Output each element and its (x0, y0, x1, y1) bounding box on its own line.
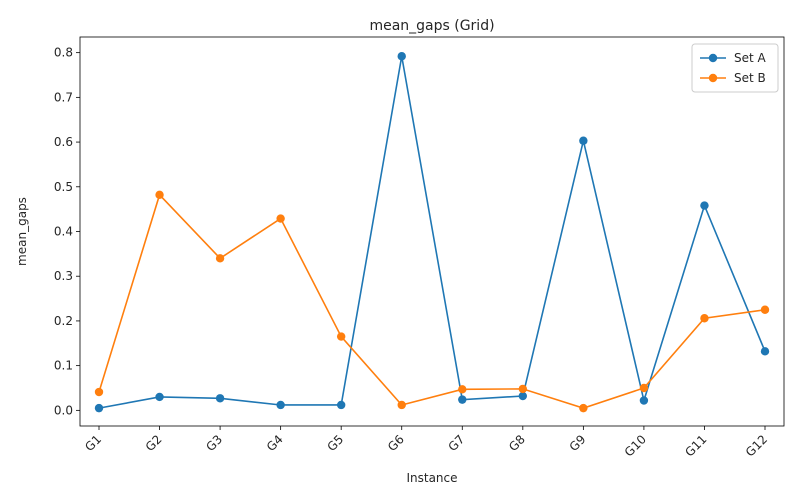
legend-label: Set A (734, 51, 767, 65)
legend-marker (708, 53, 718, 63)
data-point (215, 394, 225, 403)
data-point (579, 403, 588, 413)
legend-marker (708, 73, 718, 83)
x-axis-label: Instance (406, 471, 457, 485)
data-point (155, 392, 164, 402)
data-point (276, 214, 285, 223)
y-tick-label: 0.1 (54, 359, 73, 373)
y-tick-label: 0.8 (54, 46, 73, 60)
data-point (639, 383, 649, 393)
y-tick-label: 0.2 (54, 314, 73, 328)
legend: Set A Set B (691, 43, 779, 93)
data-point (700, 314, 709, 323)
y-tick-label: 0.0 (54, 403, 73, 417)
y-tick-label: 0.7 (54, 90, 73, 104)
data-point (760, 347, 770, 356)
series-line-b (98, 193, 766, 409)
data-point (518, 384, 528, 394)
data-point (700, 201, 709, 210)
data-point (94, 387, 104, 397)
data-point (94, 403, 104, 413)
legend-label: Set B (734, 71, 766, 85)
y-tick-label: 0.5 (54, 180, 73, 194)
data-point (215, 254, 225, 263)
data-point (458, 395, 467, 404)
series-line-a (98, 56, 766, 409)
data-point (639, 396, 649, 405)
chart-title: mean_gaps (Grid) (369, 18, 494, 34)
data-point (336, 332, 346, 341)
data-point (458, 385, 467, 394)
plot-area (94, 52, 770, 413)
data-point (276, 400, 285, 410)
data-point (518, 391, 528, 401)
data-point (760, 305, 770, 314)
data-point (155, 190, 164, 200)
y-tick-label: 0.4 (54, 225, 73, 239)
y-axis-label: mean_gaps (15, 197, 29, 266)
data-point (397, 400, 406, 410)
data-point (397, 52, 406, 61)
y-tick-label: 0.6 (54, 135, 73, 149)
data-point (579, 136, 588, 145)
data-point (336, 400, 346, 410)
y-tick-label: 0.3 (54, 269, 73, 283)
